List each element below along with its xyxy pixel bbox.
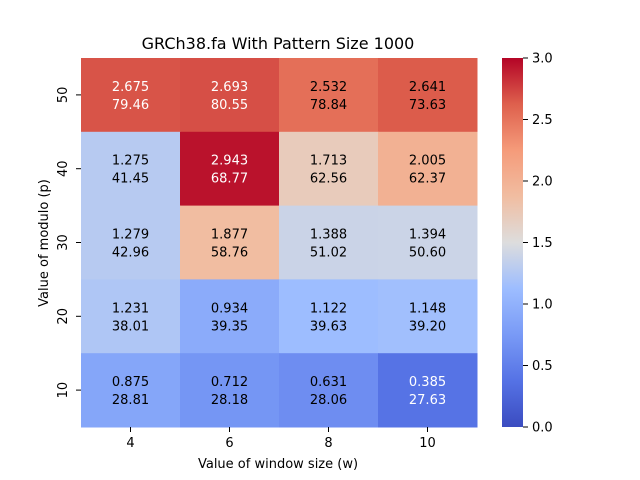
cell-value-label: 1.279 [112,228,149,243]
cell-secondary-label: 73.63 [409,98,446,113]
heatmap-cell [180,353,280,428]
heatmap-cell [180,58,280,133]
colorbar-tick-label: 2.5 [532,113,553,128]
heatmap-cell [81,205,181,280]
cell-value-label: 0.631 [310,375,347,390]
cell-value-label: 0.385 [409,375,446,390]
y-tick-label: 30 [56,234,71,251]
cell-secondary-label: 39.35 [211,319,248,334]
heatmap-cell [279,279,379,354]
heatmap-cell [378,205,478,280]
cell-value-label: 2.693 [211,80,248,95]
colorbar-tick-label: 1.5 [532,236,553,251]
cell-secondary-label: 78.84 [310,98,347,113]
heatmap-cell [81,279,181,354]
cell-value-label: 2.675 [112,80,149,95]
heatmap-cell [279,353,379,428]
heatmap-cell [279,58,379,133]
colorbar-tick-label: 1.0 [532,298,553,313]
cell-value-label: 2.532 [310,80,347,95]
y-tick-label: 40 [56,160,71,177]
cell-value-label: 1.122 [310,301,347,316]
colorbar-axis: 0.0 0.5 1.0 1.5 2.0 2.5 3.0 [523,52,553,436]
heatmap-cell [180,205,280,280]
cell-value-label: 1.275 [112,154,149,169]
heatmap-cell [378,131,478,207]
heatmap-cell [378,279,478,354]
cell-secondary-label: 27.63 [409,393,446,408]
heatmap-cell [81,353,181,428]
cell-secondary-label: 62.37 [409,172,446,187]
heatmap-cell [180,279,280,354]
cell-secondary-label: 42.96 [112,246,149,261]
cell-secondary-label: 58.76 [211,246,248,261]
x-tick-label: 10 [419,436,436,451]
cell-value-label: 1.713 [310,154,347,169]
x-axis: 4 6 8 10 [126,427,436,451]
heatmap-cell [180,131,280,207]
cell-value-label: 0.712 [211,375,248,390]
colorbar-tick-label: 0.5 [532,359,553,374]
cell-secondary-label: 28.81 [112,393,149,408]
heatmap-cell [81,131,181,207]
heatmap-cell [279,205,379,280]
cell-value-label: 1.148 [409,301,446,316]
cell-value-label: 2.005 [409,154,446,169]
cell-secondary-label: 79.46 [112,98,149,113]
x-tick-label: 4 [126,436,134,451]
cell-value-label: 0.875 [112,375,149,390]
y-axis-label: Value of modulo (p) [37,179,52,307]
colorbar-tick-label: 0.0 [532,421,553,436]
cell-secondary-label: 68.77 [211,172,248,187]
cell-secondary-label: 28.06 [310,393,347,408]
cell-value-label: 1.877 [211,228,248,243]
heatmap-cell [81,58,181,133]
cell-secondary-label: 62.56 [310,172,347,187]
cell-value-label: 0.934 [211,301,248,316]
cell-secondary-label: 38.01 [112,319,149,334]
x-axis-label: Value of window size (w) [198,457,358,472]
colorbar-tick-label: 3.0 [532,52,553,67]
cell-secondary-label: 50.60 [409,246,446,261]
colorbar-tick-label: 2.0 [532,175,553,190]
heatmap-cells: 2.675 79.46 2.693 80.55 2.532 78.84 2.641 73.63… [81,58,478,428]
x-tick-label: 6 [225,436,233,451]
cell-value-label: 2.943 [211,154,248,169]
colorbar [502,58,523,427]
cell-value-label: 1.394 [409,228,446,243]
chart-title: GRCh38.fa With Pattern Size 1000 [142,34,415,53]
cell-secondary-label: 39.20 [409,319,446,334]
cell-secondary-label: 51.02 [310,246,347,261]
cell-secondary-label: 28.18 [211,393,248,408]
cell-secondary-label: 80.55 [211,98,248,113]
heatmap-cell [378,353,478,428]
y-tick-label: 10 [56,382,71,399]
y-tick-label: 50 [56,87,71,104]
heatmap-cell [378,58,478,133]
cell-secondary-label: 39.63 [310,319,347,334]
y-tick-label: 20 [56,308,71,325]
cell-value-label: 2.641 [409,80,446,95]
cell-value-label: 1.388 [310,228,347,243]
cell-secondary-label: 41.45 [112,172,149,187]
heatmap-cell [279,131,379,207]
cell-value-label: 1.231 [112,301,149,316]
y-axis: 50 40 30 20 10 [56,87,81,399]
x-tick-label: 8 [324,436,332,451]
